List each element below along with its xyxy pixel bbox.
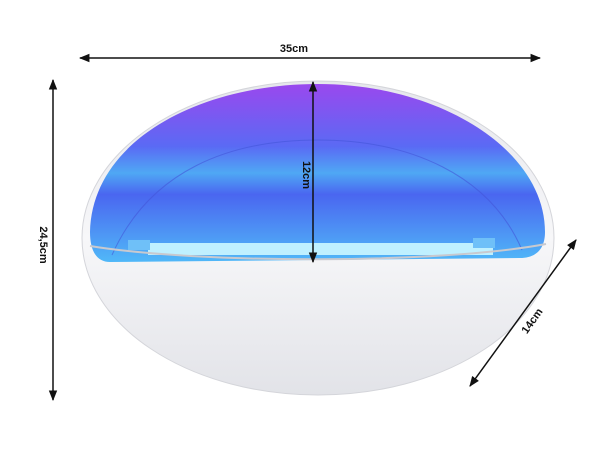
inner-arc xyxy=(111,139,523,256)
inner-height-label: 12cm xyxy=(300,161,312,189)
height-dimension: 24,5cm xyxy=(37,78,58,402)
lamp-illustration xyxy=(81,80,555,396)
width-label: 35cm xyxy=(280,43,308,55)
width-dimension: 35cm xyxy=(78,43,542,63)
lamp-glow-interior xyxy=(90,84,545,262)
led-strip xyxy=(148,243,493,255)
inner-height-dimension: 12cm xyxy=(300,80,318,264)
height-label: 24,5cm xyxy=(37,226,49,264)
